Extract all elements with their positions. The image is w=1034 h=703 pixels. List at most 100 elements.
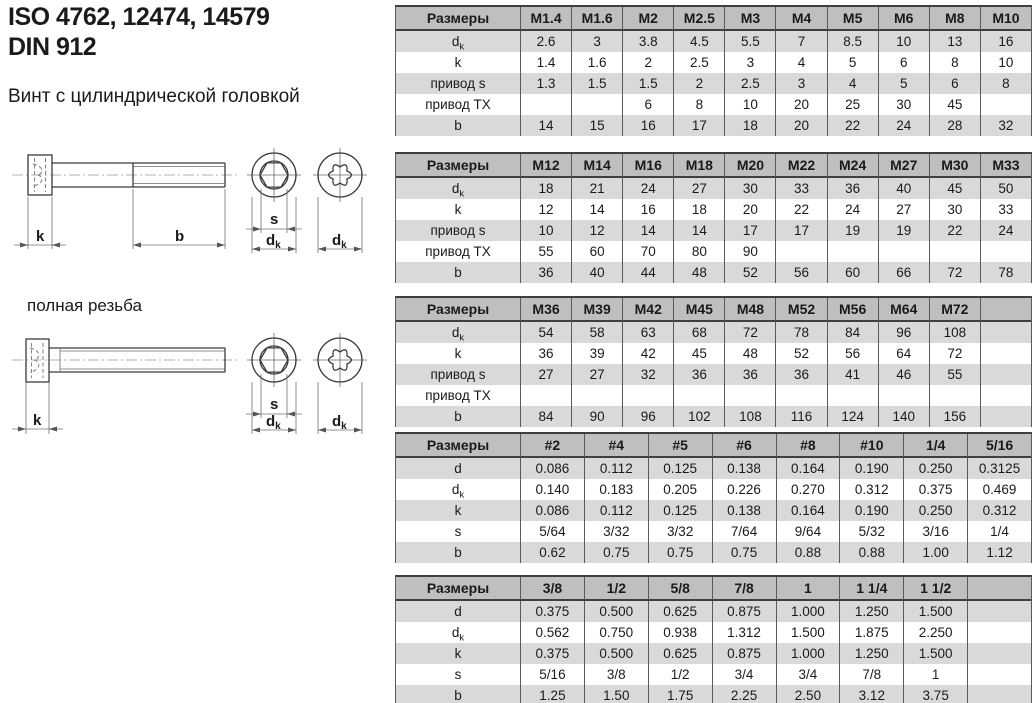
column-header: M6 (877, 7, 929, 31)
value-cell: 36 (673, 364, 725, 385)
value-cell: 0.75 (711, 542, 776, 563)
value-cell: 54 (520, 322, 572, 343)
value-cell: 33 (979, 199, 1031, 220)
value-cell: 20 (724, 199, 776, 220)
value-cell: 0.250 (903, 458, 968, 479)
column-header: M8 (928, 7, 980, 31)
value-cell: 5.5 (724, 31, 776, 52)
value-cell: 0.500 (583, 601, 648, 622)
value-cell: 44 (622, 262, 674, 283)
value-cell: 2.5 (724, 73, 776, 94)
value-cell: 124 (826, 406, 878, 427)
value-cell: 7/8 (839, 664, 904, 685)
value-cell: 0.140 (520, 479, 584, 500)
column-header: M2 (622, 7, 674, 31)
value-cell: 84 (520, 406, 572, 427)
title-din: DIN 912 (8, 33, 97, 61)
column-header: M14 (571, 154, 623, 178)
value-cell: 5/32 (839, 521, 904, 542)
value-cell: 1 (903, 664, 968, 685)
row-label: dk (396, 31, 520, 52)
value-cell: 1.12 (967, 542, 1031, 563)
value-cell: 24 (979, 220, 1031, 241)
value-cell: 0.190 (839, 500, 904, 521)
value-cell: 8 (928, 52, 980, 73)
value-cell: 19 (877, 220, 929, 241)
value-cell: 3/8 (583, 664, 648, 685)
value-cell: 22 (826, 115, 878, 136)
value-cell (622, 385, 674, 406)
value-cell: 2.50 (775, 685, 840, 703)
value-cell: 52 (775, 343, 827, 364)
value-cell: 40 (571, 262, 623, 283)
column-header: M1.6 (571, 7, 623, 31)
value-cell: 0.625 (647, 601, 712, 622)
value-cell: 0.625 (647, 643, 712, 664)
column-header: M72 (928, 298, 980, 322)
value-cell: 36 (826, 178, 878, 199)
dim-label-s: s (270, 396, 278, 413)
row-label: k (396, 643, 520, 664)
column-header: 1/2 (583, 577, 648, 601)
value-cell: 27 (571, 364, 623, 385)
value-cell (877, 385, 929, 406)
hex-socket-shape (259, 347, 289, 373)
value-cell: 55 (520, 241, 572, 262)
value-cell: 1/4 (967, 521, 1031, 542)
value-cell: 48 (724, 343, 776, 364)
value-cell (775, 241, 827, 262)
column-header: M22 (775, 154, 827, 178)
value-cell: 90 (571, 406, 623, 427)
column-header: M5 (826, 7, 878, 31)
value-cell-empty (967, 685, 1031, 703)
value-cell: 5 (877, 73, 929, 94)
value-cell: 0.375 (903, 479, 968, 500)
dim-label-k: k (33, 412, 42, 429)
value-cell (928, 241, 980, 262)
value-cell-empty (979, 322, 1031, 343)
value-cell (775, 385, 827, 406)
column-header: 1/4 (903, 434, 968, 458)
value-cell: 0.125 (647, 458, 712, 479)
column-header: M27 (877, 154, 929, 178)
value-cell: 27 (520, 364, 572, 385)
value-cell: 17 (673, 115, 725, 136)
value-cell: 16 (622, 199, 674, 220)
torx-socket-end-view: dk (313, 333, 367, 434)
value-cell: 0.875 (711, 643, 776, 664)
value-cell: 63 (622, 322, 674, 343)
value-cell: 1.6 (571, 52, 623, 73)
column-header: 3/8 (520, 577, 584, 601)
column-header: M18 (673, 154, 725, 178)
hex-socket-end-view: s dk (246, 333, 302, 434)
value-cell: 3/16 (903, 521, 968, 542)
row-label: привод s (396, 364, 520, 385)
row-label: b (396, 685, 520, 703)
value-cell: 0.375 (520, 643, 584, 664)
value-cell: 1.50 (583, 685, 648, 703)
value-cell-empty (967, 601, 1031, 622)
value-cell: 14 (673, 220, 725, 241)
page-title: ISO 4762, 12474, 14579 DIN 912 (8, 2, 270, 62)
row-label: привод TX (396, 94, 520, 115)
value-cell: 0.375 (520, 601, 584, 622)
column-header-empty (979, 298, 1031, 322)
value-cell: 1.250 (839, 643, 904, 664)
value-cell: 108 (724, 406, 776, 427)
value-cell: 42 (622, 343, 674, 364)
value-cell: 2 (673, 73, 725, 94)
spec-table-4: Размеры #2 #4 #5 #6 #8 #10 1/4 5/16 d 0.086 0.112 0.… (395, 432, 1032, 563)
socket-hidden-lines (29, 347, 40, 373)
value-cell: 0.164 (775, 500, 840, 521)
value-cell: 60 (571, 241, 623, 262)
value-cell: 96 (877, 322, 929, 343)
table-header-sizes: Размеры (396, 434, 520, 458)
value-cell: 6 (622, 94, 674, 115)
column-header: M36 (520, 298, 572, 322)
row-label: привод TX (396, 241, 520, 262)
value-cell: 108 (928, 322, 980, 343)
hex-socket-shape (259, 162, 289, 188)
column-header: M39 (571, 298, 623, 322)
value-cell: 3 (724, 52, 776, 73)
value-cell: 19 (826, 220, 878, 241)
